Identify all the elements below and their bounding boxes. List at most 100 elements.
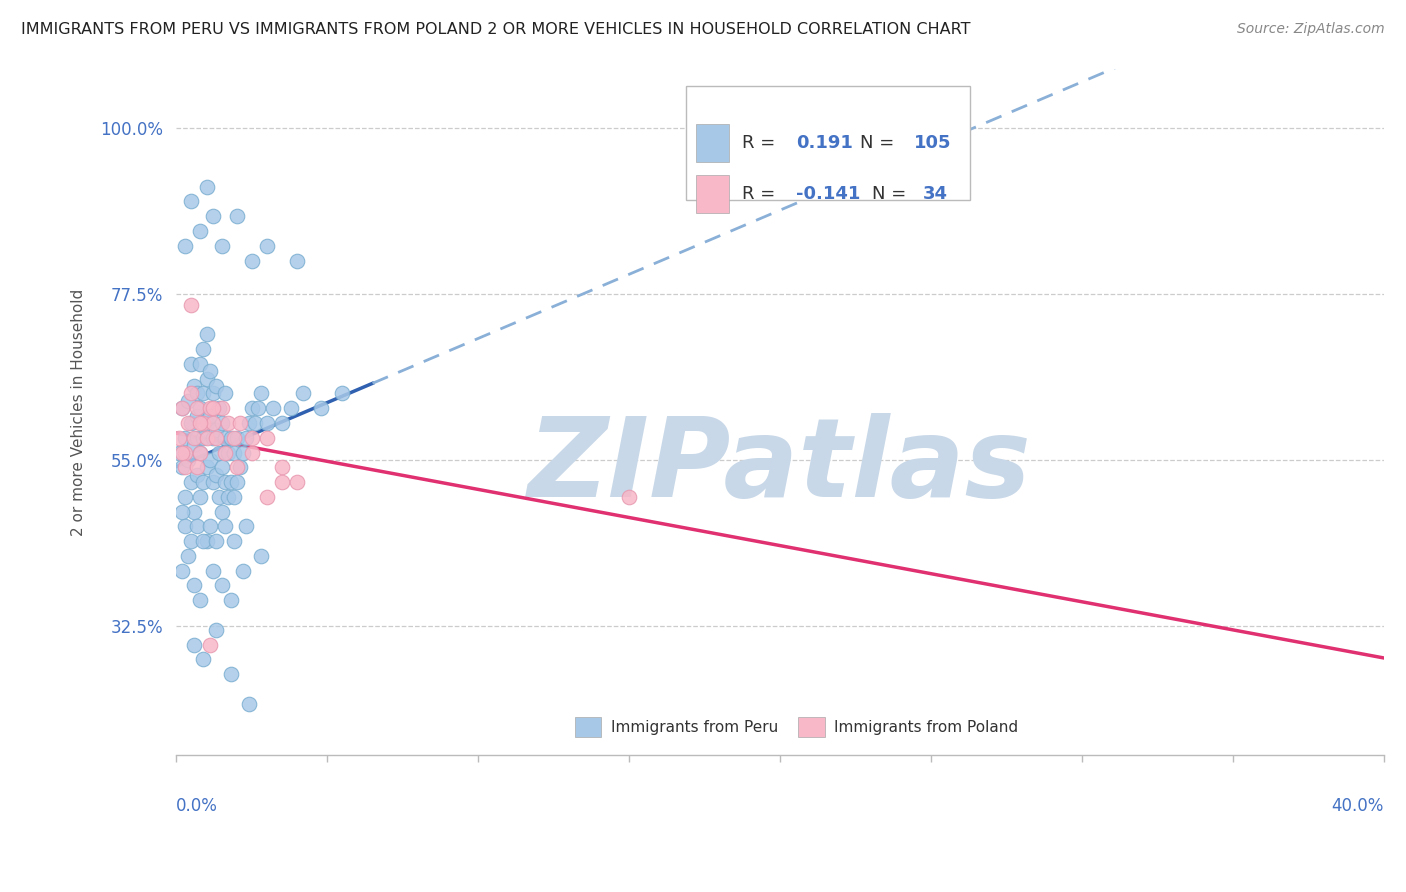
Point [186, 519, 208, 533]
Text: Immigrants from Poland: Immigrants from Poland [835, 720, 1018, 735]
Point [225, 431, 247, 445]
Point [183, 578, 205, 592]
Point [292, 386, 315, 401]
Point [190, 401, 212, 416]
Point [183, 431, 205, 445]
Point [211, 239, 233, 253]
Point [195, 460, 218, 475]
Point [229, 416, 252, 430]
Point [214, 519, 236, 533]
Point [183, 438, 205, 452]
Text: 40.0%: 40.0% [1331, 797, 1384, 814]
Text: Source: ZipAtlas.com: Source: ZipAtlas.com [1237, 22, 1385, 37]
Point [232, 445, 254, 459]
Point [214, 431, 236, 445]
Bar [686, 86, 970, 200]
Point [183, 379, 205, 393]
Point [214, 386, 236, 401]
Point [246, 401, 269, 416]
Point [219, 593, 242, 607]
Point [271, 460, 294, 475]
Point [186, 401, 208, 416]
Point [238, 416, 260, 430]
Point [174, 445, 197, 459]
Point [250, 386, 273, 401]
Point [186, 409, 208, 423]
Point [177, 453, 200, 467]
Text: Immigrants from Peru: Immigrants from Peru [612, 720, 779, 735]
Bar [575, 717, 602, 738]
Point [222, 431, 245, 445]
Point [190, 445, 212, 459]
Point [195, 179, 218, 194]
Point [198, 401, 221, 416]
Point [198, 638, 221, 652]
Point [332, 386, 354, 401]
Point [235, 519, 257, 533]
Point [195, 372, 218, 386]
Point [201, 209, 224, 223]
Point [193, 386, 215, 401]
Point [172, 445, 194, 459]
Point [180, 534, 202, 549]
Point [214, 475, 236, 489]
Point [193, 416, 215, 430]
Point [207, 445, 229, 459]
Point [201, 431, 224, 445]
Text: R =: R = [741, 134, 780, 152]
Point [177, 549, 200, 563]
Text: ZIPatlas: ZIPatlas [529, 413, 1032, 520]
Point [195, 534, 218, 549]
Point [201, 475, 224, 489]
Point [204, 431, 226, 445]
Point [204, 623, 226, 637]
Bar [799, 717, 825, 738]
Text: 0.191: 0.191 [796, 134, 852, 152]
Point [180, 357, 202, 371]
Point [211, 416, 233, 430]
Point [201, 564, 224, 578]
Point [198, 409, 221, 423]
Point [190, 357, 212, 371]
Text: IMMIGRANTS FROM PERU VS IMMIGRANTS FROM POLAND 2 OR MORE VEHICLES IN HOUSEHOLD C: IMMIGRANTS FROM PERU VS IMMIGRANTS FROM … [21, 22, 970, 37]
Point [186, 467, 208, 482]
Point [240, 401, 263, 416]
Point [232, 564, 254, 578]
Point [183, 505, 205, 519]
Point [262, 401, 284, 416]
Point [174, 490, 197, 504]
Point [169, 431, 191, 445]
Point [172, 460, 194, 475]
Point [229, 460, 252, 475]
Point [186, 460, 208, 475]
Point [198, 519, 221, 533]
Point [211, 505, 233, 519]
Point [198, 364, 221, 378]
Point [190, 445, 212, 459]
Point [180, 475, 202, 489]
Point [280, 401, 302, 416]
Point [217, 490, 239, 504]
Point [204, 467, 226, 482]
Point [193, 475, 215, 489]
Point [193, 342, 215, 356]
Point [214, 445, 236, 459]
Point [225, 475, 247, 489]
Point [195, 416, 218, 430]
Text: -0.141: -0.141 [796, 186, 860, 203]
Text: N =: N = [860, 134, 900, 152]
Point [177, 416, 200, 430]
Point [174, 519, 197, 533]
Point [225, 460, 247, 475]
Point [180, 416, 202, 430]
Point [250, 549, 273, 563]
Point [222, 445, 245, 459]
Point [238, 697, 260, 711]
Point [235, 431, 257, 445]
Point [180, 194, 202, 209]
Bar [696, 124, 730, 161]
Point [190, 490, 212, 504]
Point [172, 505, 194, 519]
Point [174, 239, 197, 253]
Point [186, 386, 208, 401]
